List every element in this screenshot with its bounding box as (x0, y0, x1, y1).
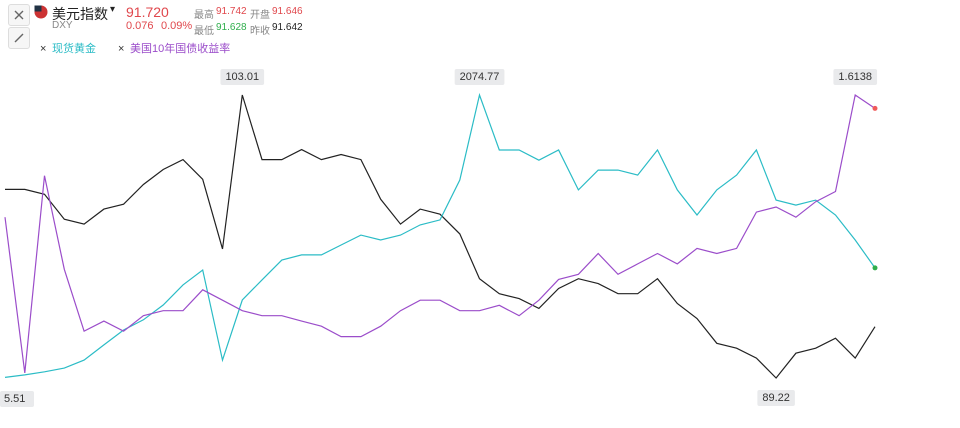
symbol-name[interactable]: 美元指数 (52, 6, 108, 22)
extreme-value: 103.01 (225, 71, 259, 83)
legend-remove: × (40, 43, 46, 55)
end-dot (872, 265, 878, 271)
stat-label: 昨收 (250, 26, 270, 37)
price: 91.720 (126, 4, 169, 20)
tool-button[interactable] (8, 27, 30, 49)
extreme-label: 2074.77 (454, 69, 505, 85)
label-box (0, 391, 34, 407)
annotation: 5.51 (4, 393, 25, 405)
series-line (4, 93, 876, 373)
change: 0.076 (126, 20, 154, 32)
legend-entry[interactable]: 现货黄金 (52, 41, 96, 55)
stat-label: 最低 (194, 26, 214, 37)
flag (34, 5, 48, 19)
label-box (454, 69, 505, 85)
close-icon (14, 10, 24, 20)
extreme-label: 103.01 (220, 69, 265, 85)
legend-entry[interactable]: 美国10年国债收益率 (130, 41, 230, 55)
symbol-code: DXY (52, 20, 73, 31)
extreme-value: 89.22 (762, 392, 790, 404)
stat-label: 开盘 (250, 10, 270, 21)
change-pct: 0.09% (161, 20, 193, 32)
stat-value: 91.628 (216, 22, 247, 33)
extreme-label: 1.6138 (833, 69, 878, 85)
extreme-value: 1.6138 (838, 71, 872, 83)
stat-label: 最高 (194, 10, 214, 21)
series-line (4, 92, 876, 378)
end-dot (872, 105, 878, 111)
close-button[interactable] (8, 4, 30, 26)
label-box (833, 69, 878, 85)
stat-value: 91.646 (272, 6, 303, 17)
legend-remove: × (118, 43, 124, 55)
stat-value: 91.642 (272, 22, 303, 33)
tool-icon (14, 33, 24, 43)
stat-value: 91.742 (216, 6, 247, 17)
label-box (757, 390, 795, 406)
extreme-label: 89.22 (757, 390, 795, 406)
series-line (5, 94, 876, 379)
label-box (220, 69, 265, 85)
extreme-value: 2074.77 (460, 71, 500, 83)
